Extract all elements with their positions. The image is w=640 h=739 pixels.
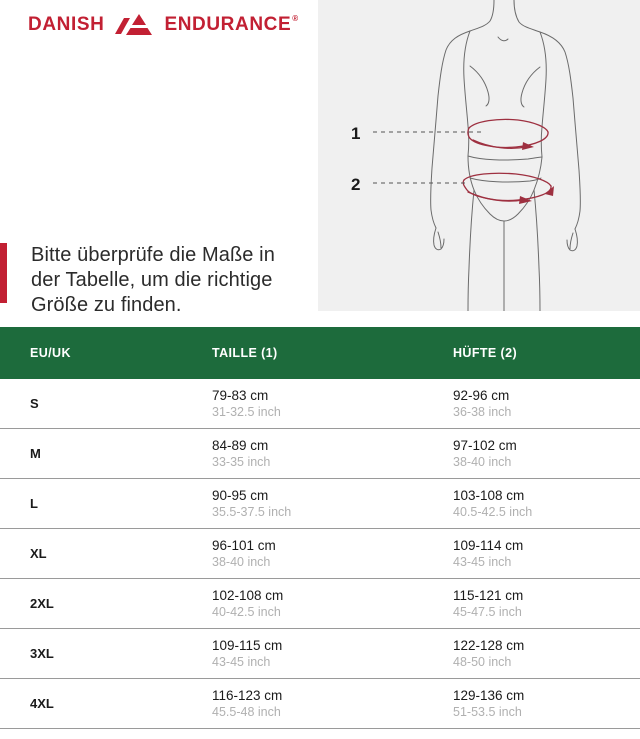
cell-hip-inch: 36-38 inch	[453, 404, 512, 419]
cell-hip: 129-136 cm 51-53.5 inch	[453, 687, 640, 721]
brand-word-endurance: ENDURANCE	[164, 13, 292, 35]
cell-size: 3XL	[30, 646, 54, 661]
cell-hip: 97-102 cm 38-40 inch	[453, 437, 640, 471]
cell-hip-inch: 40.5-42.5 inch	[453, 504, 533, 519]
table-row: 2XL 102-108 cm 40-42.5 inch 115-121 cm 4…	[0, 579, 640, 629]
cell-waist-cm: 116-123 cm	[212, 687, 283, 703]
cell-waist-inch: 33-35 inch	[212, 454, 271, 469]
cell-waist-inch: 40-42.5 inch	[212, 604, 281, 619]
table-row: 3XL 109-115 cm 43-45 inch 122-128 cm 48-…	[0, 629, 640, 679]
cell-waist: 84-89 cm 33-35 inch	[212, 437, 453, 471]
brand-word-danish: DANISH	[28, 13, 105, 35]
cell-waist: 90-95 cm 35.5-37.5 inch	[212, 487, 453, 521]
cell-waist: 96-101 cm 38-40 inch	[212, 537, 453, 571]
cell-waist-cm: 84-89 cm	[212, 437, 269, 453]
marker-label-2: 2	[351, 175, 360, 194]
cell-size: S	[30, 396, 39, 411]
cell-hip: 103-108 cm 40.5-42.5 inch	[453, 487, 640, 521]
cell-waist-inch: 31-32.5 inch	[212, 404, 281, 419]
cell-hip-cm: 103-108 cm	[453, 487, 525, 503]
table-row: M 84-89 cm 33-35 inch 97-102 cm 38-40 in…	[0, 429, 640, 479]
triangle-slash-logo-icon	[113, 12, 155, 36]
accent-bar	[0, 243, 7, 303]
cell-size: 2XL	[30, 596, 54, 611]
cell-hip-cm: 97-102 cm	[453, 437, 517, 453]
cell-hip-cm: 129-136 cm	[453, 687, 525, 703]
measurement-diagram: 1 2	[318, 0, 640, 311]
cell-waist: 79-83 cm 31-32.5 inch	[212, 387, 453, 421]
table-header-row: EU/UK TAILLE (1) HÜFTE (2)	[0, 327, 640, 379]
size-table: EU/UK TAILLE (1) HÜFTE (2) S 79-83 cm 31…	[0, 327, 640, 729]
cell-waist-cm: 109-115 cm	[212, 637, 283, 653]
cell-hip-inch: 43-45 inch	[453, 554, 512, 569]
cell-hip: 115-121 cm 45-47.5 inch	[453, 587, 640, 621]
cell-hip-inch: 38-40 inch	[453, 454, 512, 469]
cell-waist-cm: 96-101 cm	[212, 537, 276, 553]
brand-word-endurance-group: ENDURANCE ®	[164, 13, 299, 35]
brand-logo: DANISH ENDURANCE ®	[28, 11, 298, 37]
table-row: 4XL 116-123 cm 45.5-48 inch 129-136 cm 5…	[0, 679, 640, 729]
cell-size: 4XL	[30, 696, 54, 711]
cell-hip-inch: 45-47.5 inch	[453, 604, 522, 619]
table-row: XL 96-101 cm 38-40 inch 109-114 cm 43-45…	[0, 529, 640, 579]
table-row: S 79-83 cm 31-32.5 inch 92-96 cm 36-38 i…	[0, 379, 640, 429]
column-header-waist: TAILLE (1)	[212, 346, 278, 360]
headline-block: Bitte überprüfe die Maße in der Tabelle,…	[0, 243, 300, 316]
cell-hip-inch: 51-53.5 inch	[453, 704, 522, 719]
column-header-size: EU/UK	[30, 346, 71, 360]
cell-hip: 122-128 cm 48-50 inch	[453, 637, 640, 671]
cell-hip-cm: 109-114 cm	[453, 537, 524, 553]
cell-hip-cm: 92-96 cm	[453, 387, 510, 403]
column-header-hip: HÜFTE (2)	[453, 346, 518, 360]
table-row: L 90-95 cm 35.5-37.5 inch 103-108 cm 40.…	[0, 479, 640, 529]
cell-waist-cm: 90-95 cm	[212, 487, 269, 503]
cell-hip: 109-114 cm 43-45 inch	[453, 537, 640, 571]
cell-waist-inch: 45.5-48 inch	[212, 704, 281, 719]
registered-trademark-icon: ®	[292, 13, 299, 23]
cell-hip: 92-96 cm 36-38 inch	[453, 387, 640, 421]
cell-size: M	[30, 446, 41, 461]
cell-waist: 102-108 cm 40-42.5 inch	[212, 587, 453, 621]
marker-label-1: 1	[351, 124, 360, 143]
cell-waist-cm: 79-83 cm	[212, 387, 269, 403]
cell-size: XL	[30, 546, 47, 561]
cell-hip-cm: 115-121 cm	[453, 587, 524, 603]
cell-waist-inch: 35.5-37.5 inch	[212, 504, 292, 519]
cell-hip-inch: 48-50 inch	[453, 654, 512, 669]
cell-waist: 109-115 cm 43-45 inch	[212, 637, 453, 671]
cell-waist: 116-123 cm 45.5-48 inch	[212, 687, 453, 721]
page-title: Bitte überprüfe die Maße in der Tabelle,…	[31, 244, 275, 316]
cell-waist-cm: 102-108 cm	[212, 587, 284, 603]
cell-size: L	[30, 496, 38, 511]
cell-waist-inch: 38-40 inch	[212, 554, 271, 569]
cell-waist-inch: 43-45 inch	[212, 654, 271, 669]
cell-hip-cm: 122-128 cm	[453, 637, 525, 653]
